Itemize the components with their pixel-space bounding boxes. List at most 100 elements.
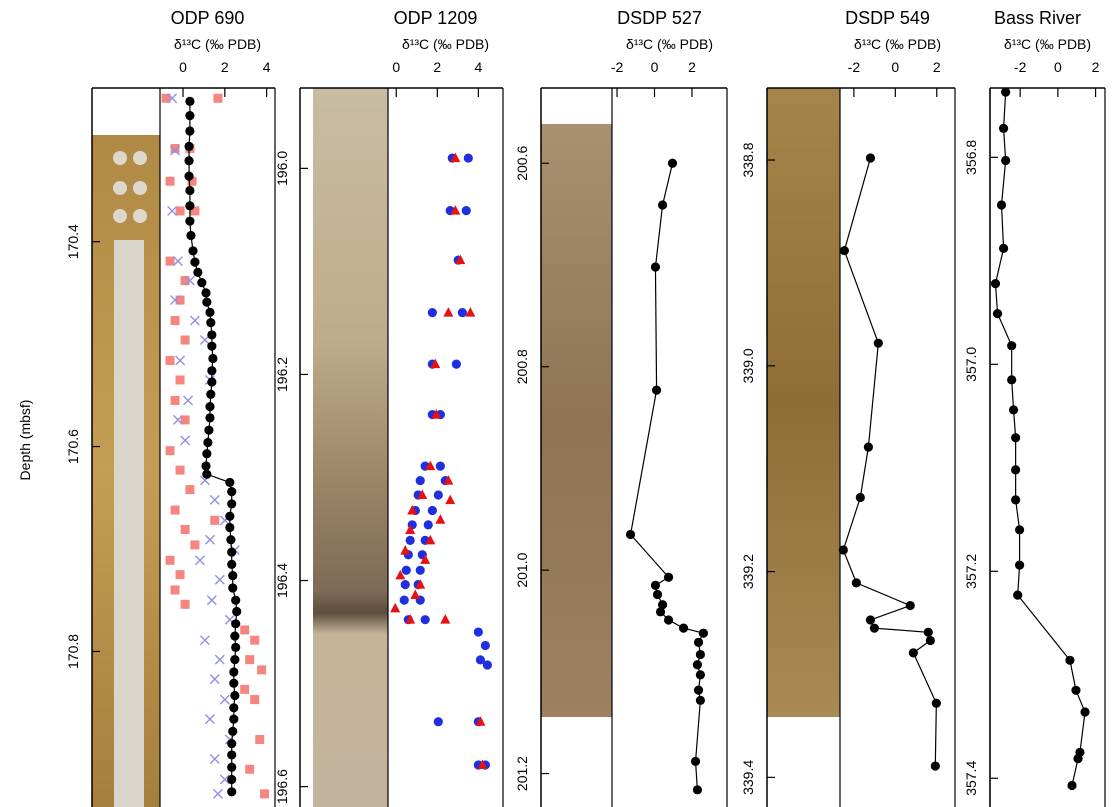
point bbox=[207, 341, 217, 351]
y-tick-label: 170.8 bbox=[65, 634, 81, 669]
point bbox=[184, 141, 194, 151]
core-hole bbox=[133, 181, 147, 195]
point bbox=[186, 230, 196, 241]
point bbox=[430, 358, 441, 369]
point bbox=[228, 571, 238, 581]
y-tick-label: 200.6 bbox=[514, 146, 530, 181]
point bbox=[1067, 780, 1077, 791]
point bbox=[445, 494, 456, 505]
point bbox=[625, 529, 636, 540]
point bbox=[930, 761, 940, 771]
point bbox=[405, 524, 416, 535]
point bbox=[213, 93, 223, 103]
point bbox=[207, 377, 217, 387]
point bbox=[187, 176, 197, 186]
point bbox=[400, 580, 410, 590]
point bbox=[415, 579, 426, 589]
point bbox=[170, 585, 180, 595]
point bbox=[204, 534, 215, 545]
point bbox=[1073, 754, 1083, 764]
core-photo-stripe bbox=[114, 240, 144, 807]
point bbox=[175, 295, 185, 305]
point bbox=[180, 335, 190, 345]
point bbox=[170, 143, 180, 153]
point bbox=[180, 599, 190, 609]
point bbox=[693, 637, 704, 647]
point bbox=[1011, 465, 1021, 475]
point bbox=[170, 505, 180, 515]
point bbox=[180, 276, 190, 286]
point bbox=[209, 674, 220, 685]
point bbox=[227, 499, 237, 509]
point bbox=[663, 572, 674, 582]
x-axis-label: δ¹³C (‰ PDB) bbox=[854, 36, 941, 52]
point bbox=[165, 256, 175, 266]
point bbox=[1065, 655, 1075, 665]
point bbox=[172, 414, 183, 425]
panel: DSDP 549 δ¹³C (‰ PDB) -2 0 2 338.8 339.0 339.2 3… bbox=[740, 8, 956, 807]
point bbox=[400, 545, 411, 555]
y-tick-label: 170.4 bbox=[65, 224, 81, 259]
point bbox=[227, 559, 237, 569]
point bbox=[855, 492, 865, 503]
point bbox=[227, 774, 237, 785]
point bbox=[465, 307, 476, 317]
point bbox=[231, 619, 241, 629]
point bbox=[443, 307, 454, 317]
series-line bbox=[188, 101, 238, 792]
x-tick-label: -2 bbox=[848, 59, 861, 75]
point bbox=[210, 515, 220, 525]
point bbox=[232, 606, 242, 617]
point bbox=[165, 446, 175, 456]
point bbox=[260, 789, 270, 799]
x-tick-label: 4 bbox=[263, 59, 271, 75]
point bbox=[450, 205, 461, 215]
point bbox=[184, 171, 194, 181]
point bbox=[427, 505, 437, 516]
y-tick-label: 201.2 bbox=[514, 756, 530, 791]
point bbox=[1014, 525, 1025, 535]
point bbox=[482, 660, 492, 670]
point bbox=[202, 469, 212, 479]
point bbox=[427, 308, 437, 318]
panel: ODP 1209 δ¹³C (‰ PDB)0 2 4 196.0 196.2 196.4 19… bbox=[274, 8, 504, 807]
point bbox=[229, 703, 239, 713]
point bbox=[161, 93, 171, 103]
point bbox=[851, 578, 861, 588]
y-tick-label: 196.6 bbox=[274, 769, 290, 804]
point bbox=[184, 156, 194, 166]
y-tick-label: 357.2 bbox=[963, 554, 979, 589]
point bbox=[998, 243, 1009, 254]
y-tick-label: 338.8 bbox=[740, 142, 756, 177]
point bbox=[863, 442, 873, 452]
core-hole bbox=[133, 209, 147, 223]
point bbox=[657, 200, 668, 210]
point bbox=[193, 267, 203, 278]
point bbox=[401, 565, 411, 575]
point bbox=[190, 257, 200, 267]
point bbox=[698, 628, 709, 638]
y-tick-label: 200.8 bbox=[514, 349, 530, 384]
point bbox=[480, 640, 490, 651]
point bbox=[477, 759, 488, 769]
y-tick-label: 357.4 bbox=[963, 761, 979, 796]
point bbox=[923, 627, 933, 637]
point bbox=[690, 756, 701, 766]
point bbox=[230, 690, 240, 701]
point bbox=[219, 774, 230, 785]
x-tick-label: -2 bbox=[611, 59, 624, 75]
point bbox=[199, 635, 210, 646]
point bbox=[250, 695, 260, 705]
point bbox=[255, 735, 265, 745]
point bbox=[227, 762, 237, 772]
point bbox=[180, 525, 190, 535]
point bbox=[214, 574, 225, 585]
x-tick-label: 2 bbox=[688, 59, 696, 75]
point bbox=[655, 607, 666, 617]
point bbox=[423, 520, 433, 530]
point bbox=[405, 535, 415, 545]
point bbox=[172, 256, 183, 267]
point bbox=[420, 554, 431, 564]
x-axis-label: δ¹³C (‰ PDB) bbox=[1004, 36, 1091, 52]
point bbox=[405, 614, 416, 624]
